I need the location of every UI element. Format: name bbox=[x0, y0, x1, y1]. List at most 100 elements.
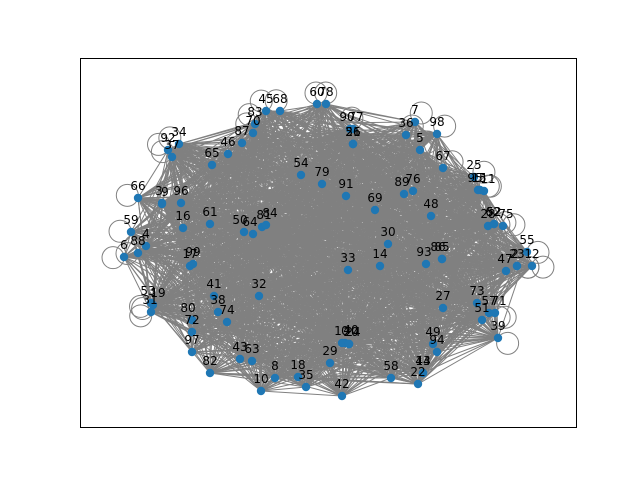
self-loop-57 bbox=[487, 305, 511, 329]
node-66 bbox=[133, 193, 143, 203]
node-4 bbox=[141, 241, 151, 251]
edge-60-79 bbox=[316, 103, 323, 185]
edge-82-83 bbox=[209, 123, 256, 374]
node-57 bbox=[484, 308, 494, 318]
node-label-40: 40 bbox=[343, 323, 358, 337]
edge-88-91 bbox=[137, 195, 347, 254]
edge-51-63 bbox=[251, 319, 483, 362]
node-6 bbox=[119, 252, 129, 262]
node-25 bbox=[469, 172, 479, 182]
node-label-45: 45 bbox=[258, 92, 273, 106]
node-73 bbox=[472, 298, 482, 308]
node-label-75: 75 bbox=[498, 207, 513, 221]
node-label-29: 29 bbox=[322, 344, 337, 358]
edge-72-84 bbox=[191, 224, 267, 333]
edge-83-95 bbox=[254, 123, 479, 191]
edge-80-84 bbox=[191, 224, 267, 321]
edge-88-93 bbox=[137, 252, 427, 265]
self-loop-71 bbox=[493, 305, 517, 329]
edge-91-98 bbox=[345, 133, 438, 197]
edge-89-91 bbox=[345, 193, 405, 197]
edge-81-94 bbox=[261, 226, 438, 353]
edge-10-42 bbox=[260, 390, 343, 397]
node-42 bbox=[337, 391, 347, 401]
self-loop-39 bbox=[496, 331, 520, 355]
node-label-88: 88 bbox=[130, 234, 145, 248]
edge-82-90 bbox=[209, 128, 351, 374]
edge-56-88 bbox=[137, 143, 354, 254]
edge-82-99 bbox=[192, 263, 211, 374]
node-9 bbox=[157, 199, 167, 209]
edge-63-99 bbox=[192, 263, 253, 362]
edge-70-92 bbox=[167, 132, 254, 151]
node-label-27: 27 bbox=[435, 289, 450, 303]
edge-81-82 bbox=[209, 226, 263, 374]
edge-37-59 bbox=[130, 156, 173, 233]
node-68 bbox=[275, 106, 285, 116]
edge-94-96 bbox=[180, 202, 438, 353]
edge-58-69 bbox=[374, 209, 392, 379]
edge-89-94 bbox=[403, 193, 438, 353]
edge-55-86 bbox=[441, 251, 528, 260]
edge-67-70 bbox=[252, 132, 444, 169]
node-41 bbox=[209, 291, 219, 301]
edge-90-99 bbox=[192, 128, 351, 265]
edge-73-87 bbox=[241, 142, 478, 304]
edge-53-88 bbox=[137, 252, 152, 304]
edge-94-99 bbox=[192, 263, 438, 353]
edge-57-65 bbox=[211, 164, 490, 314]
node-label-89: 89 bbox=[394, 175, 409, 189]
node-63 bbox=[247, 356, 257, 366]
node-label-93: 93 bbox=[416, 245, 431, 259]
node-34 bbox=[174, 139, 184, 149]
edge-83-94 bbox=[254, 123, 438, 353]
edge-96-98 bbox=[180, 133, 438, 204]
node-72 bbox=[187, 327, 197, 337]
node-label-24: 24 bbox=[345, 325, 360, 339]
edge-58-83 bbox=[254, 123, 392, 379]
edge-53-97 bbox=[150, 302, 193, 353]
edge-81-91 bbox=[261, 195, 347, 228]
edge-88-89 bbox=[137, 193, 405, 254]
edge-75-78 bbox=[325, 103, 504, 227]
node-95 bbox=[473, 185, 483, 195]
node-76 bbox=[408, 186, 418, 196]
node-label-6: 6 bbox=[120, 238, 128, 252]
edge-58-84 bbox=[265, 224, 392, 379]
node-44 bbox=[418, 368, 428, 378]
node-8 bbox=[270, 373, 280, 383]
node-16 bbox=[178, 223, 188, 233]
node-label-1: 1 bbox=[334, 324, 342, 338]
node-label-20: 20 bbox=[343, 325, 358, 339]
edge-42-58 bbox=[341, 377, 392, 397]
edge-53-63 bbox=[150, 302, 253, 362]
node-61 bbox=[205, 219, 215, 229]
edge-78-96 bbox=[180, 103, 327, 204]
node-label-7: 7 bbox=[411, 103, 419, 117]
edge-67-92 bbox=[167, 149, 444, 169]
edge-55-66 bbox=[137, 197, 528, 253]
edge-73-75 bbox=[476, 225, 504, 304]
edge-26-98 bbox=[352, 133, 438, 145]
edge-7-78 bbox=[325, 103, 416, 123]
node-label-42: 42 bbox=[334, 377, 349, 391]
node-label-9: 9 bbox=[161, 185, 169, 199]
node-label-74: 74 bbox=[219, 303, 234, 317]
node-label-68: 68 bbox=[272, 92, 287, 106]
node-labels-layer: 0123456789101112131415161718192021222324… bbox=[120, 85, 539, 391]
edge-58-62 bbox=[390, 223, 495, 379]
node-59 bbox=[126, 227, 136, 237]
edge-79-92 bbox=[167, 149, 323, 185]
edge-55-76 bbox=[412, 190, 528, 253]
node-label-52: 52 bbox=[486, 205, 501, 219]
node-92 bbox=[163, 145, 173, 155]
node-label-19: 19 bbox=[150, 286, 165, 300]
edge-81-95 bbox=[261, 189, 479, 228]
edge-81-83 bbox=[254, 123, 263, 228]
edge-35-82 bbox=[209, 372, 307, 388]
edge-22-39 bbox=[417, 337, 499, 385]
node-37 bbox=[167, 152, 177, 162]
node-14 bbox=[375, 261, 385, 271]
node-label-91: 91 bbox=[338, 177, 353, 191]
